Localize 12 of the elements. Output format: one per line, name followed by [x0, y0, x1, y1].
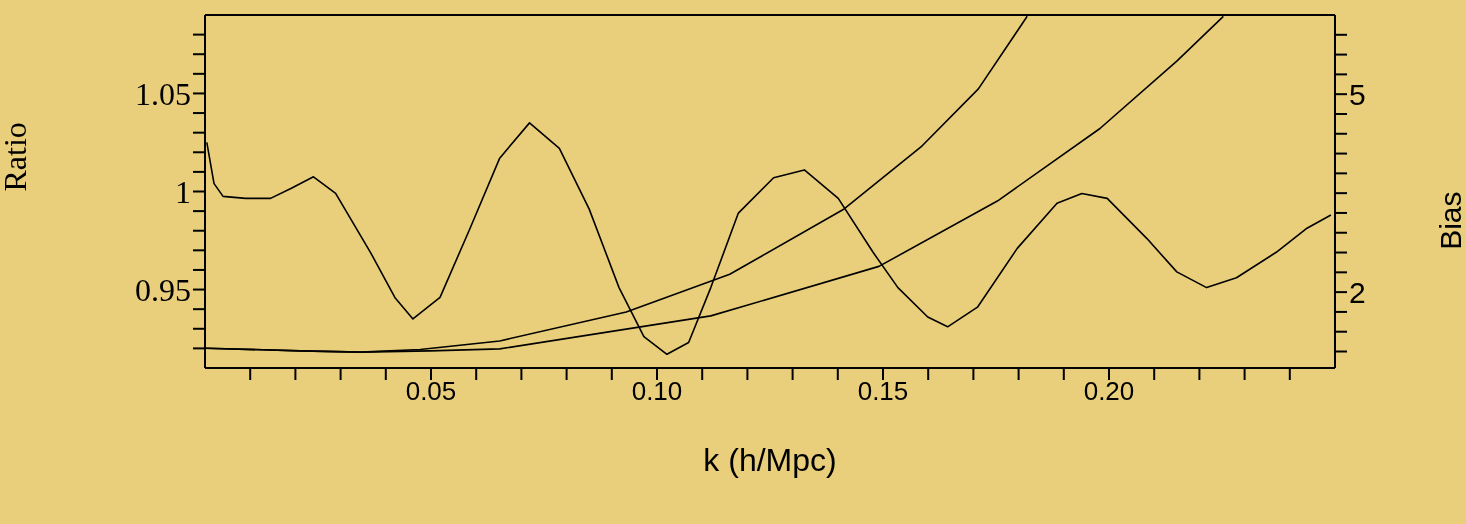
y2-tick-label: 2 — [1349, 275, 1366, 309]
y-axis-title: Ratio — [0, 122, 34, 192]
y2-tick-label: 5 — [1349, 77, 1366, 111]
x-tick-label: 0.10 — [631, 376, 683, 407]
x-tick-label: 0.05 — [405, 376, 457, 407]
y2-axis-title: Bias — [1433, 191, 1466, 250]
x-tick-label: 0.15 — [857, 376, 909, 407]
y-tick-label: 0.95 — [135, 271, 191, 308]
x-tick-label: 0.20 — [1083, 376, 1135, 407]
y-tick-label: 1.05 — [135, 75, 191, 112]
x-axis-title: k (h/Mpc) — [703, 441, 837, 478]
y-tick-label: 1 — [175, 173, 191, 210]
